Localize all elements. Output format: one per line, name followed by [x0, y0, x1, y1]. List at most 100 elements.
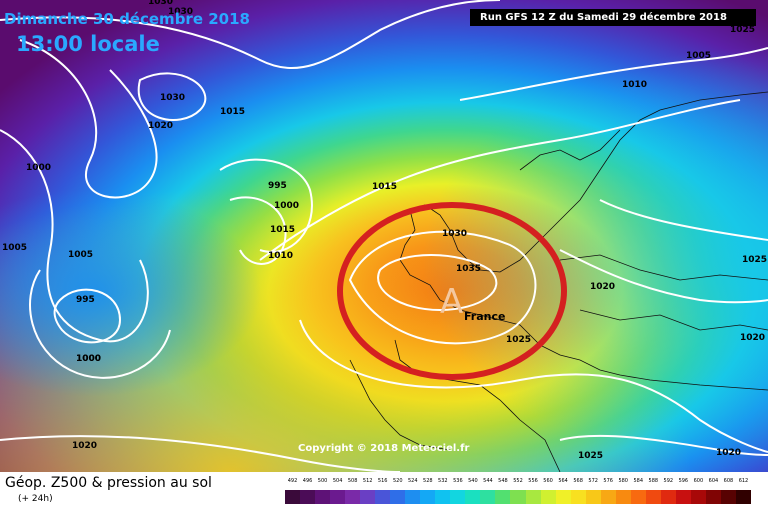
scale-swatch [345, 490, 361, 504]
isobar-label: 1020 [740, 333, 765, 343]
scale-tick-label: 512 [362, 478, 373, 484]
scale-swatch [480, 490, 496, 504]
legend-footer: Géop. Z500 & pression au sol (+ 24h) 492… [0, 472, 768, 512]
scale-swatch [540, 490, 556, 504]
scale-tick-label: 588 [648, 478, 659, 484]
scale-swatch [705, 490, 721, 504]
scale-swatch [735, 490, 751, 504]
forecast-date: Dimanche 30 décembre 2018 [4, 10, 250, 28]
isobar-label: 1005 [68, 250, 93, 260]
scale-swatch [360, 490, 376, 504]
scale-swatch [390, 490, 406, 504]
model-run-label: Run GFS 12 Z du Samedi 29 décembre 2018 [470, 9, 756, 26]
scale-tick-label: 504 [332, 478, 343, 484]
scale-tick-label: 540 [468, 478, 478, 484]
scale-tick-label: 596 [678, 478, 689, 484]
isobar-label: 1000 [274, 201, 299, 211]
scale-swatch [720, 490, 736, 504]
isobar-label: 1030 [148, 0, 173, 7]
scale-swatch [495, 490, 511, 504]
scale-labels: 492 496 500 504 508 512 516 520 524 528 532 536 540 5… [285, 478, 751, 488]
scale-swatch [630, 490, 646, 504]
scale-tick-label: 584 [633, 478, 644, 484]
forecast-offset: (+ 24h) [18, 494, 53, 504]
scale-swatch [435, 490, 451, 504]
highlight-circle [337, 202, 567, 380]
scale-tick-label: 492 [287, 478, 298, 484]
forecast-time: 13:00 locale [16, 32, 160, 56]
scale-tick-label: 520 [392, 478, 403, 484]
scale-swatch [375, 490, 391, 504]
coastlines [349, 91, 768, 472]
scale-tick-label: 552 [513, 478, 523, 484]
scale-tick-label: 548 [498, 478, 508, 484]
isobar-label: 1025 [578, 451, 603, 461]
scale-swatch [570, 490, 586, 504]
scale-swatch [675, 490, 691, 504]
scale-swatch [315, 490, 331, 504]
scale-tick-label: 536 [453, 478, 463, 484]
scale-tick-label: 532 [438, 478, 448, 484]
scale-swatch [510, 490, 526, 504]
scale-tick-label: 580 [618, 478, 628, 484]
scale-tick-label: 564 [558, 478, 568, 484]
scale-tick-label: 560 [543, 478, 553, 484]
scale-swatch [525, 490, 541, 504]
scale-swatch [585, 490, 601, 504]
scale-tick-label: 524 [407, 478, 418, 484]
scale-swatch [555, 490, 571, 504]
scale-tick-label: 496 [302, 478, 313, 484]
scale-swatch [660, 490, 676, 504]
scale-swatch [420, 490, 436, 504]
color-scale [285, 490, 751, 504]
scale-tick-label: 500 [317, 478, 328, 484]
isobar-label: 1010 [268, 251, 293, 261]
isobar-label: 1020 [716, 448, 741, 458]
scale-tick-label: 592 [663, 478, 674, 484]
scale-swatch [690, 490, 706, 504]
map-title: Géop. Z500 & pression au sol [5, 475, 212, 491]
isobar-label: 1015 [220, 107, 245, 117]
z500-west-low-field [0, 0, 768, 472]
scale-tick-label: 508 [347, 478, 358, 484]
scale-tick-label: 608 [723, 478, 734, 484]
scale-swatch [285, 490, 301, 504]
scale-tick-label: 576 [603, 478, 613, 484]
scale-tick-label: 528 [423, 478, 433, 484]
scale-tick-label: 572 [588, 478, 598, 484]
isobar-label: 1020 [72, 441, 97, 451]
scale-tick-label: 556 [528, 478, 538, 484]
isobar-label: 1005 [2, 243, 27, 253]
country-label: France [464, 310, 505, 323]
isobar-label: 1025 [506, 335, 531, 345]
scale-swatch [465, 490, 481, 504]
isobar-label: 995 [268, 181, 287, 191]
isobar-label: 1020 [148, 121, 173, 131]
isobar-label: 1000 [26, 163, 51, 173]
scale-tick-label: 544 [483, 478, 493, 484]
scale-tick-label: 516 [377, 478, 388, 484]
isobar-label: 1015 [270, 225, 295, 235]
isobar-label: 1030 [442, 229, 467, 239]
scale-swatch [300, 490, 316, 504]
isobars [0, 0, 768, 472]
isobar-label: 1000 [76, 354, 101, 364]
scale-swatch [450, 490, 466, 504]
scale-swatch [330, 490, 346, 504]
isobar-label: 1005 [686, 51, 711, 61]
scale-tick-label: 600 [693, 478, 704, 484]
isobar-label: 1025 [730, 25, 755, 35]
isobar-label: 995 [76, 295, 95, 305]
scale-swatch [645, 490, 661, 504]
isobar-label: 1010 [622, 80, 647, 90]
isobar-label: 1020 [590, 282, 615, 292]
scale-swatch [600, 490, 616, 504]
scale-tick-label: 604 [708, 478, 719, 484]
scale-swatch [615, 490, 631, 504]
isobar-label: 1030 [168, 7, 193, 17]
anticyclone-symbol: A [440, 282, 463, 322]
isobar-label: 1000 [76, 354, 101, 364]
isobar-labels: 1030 1030 1025 1005 1010 1000 1030 1015 … [2, 0, 767, 461]
weather-map: 1030 1030 1025 1005 1010 1000 1030 1015 … [0, 0, 768, 472]
